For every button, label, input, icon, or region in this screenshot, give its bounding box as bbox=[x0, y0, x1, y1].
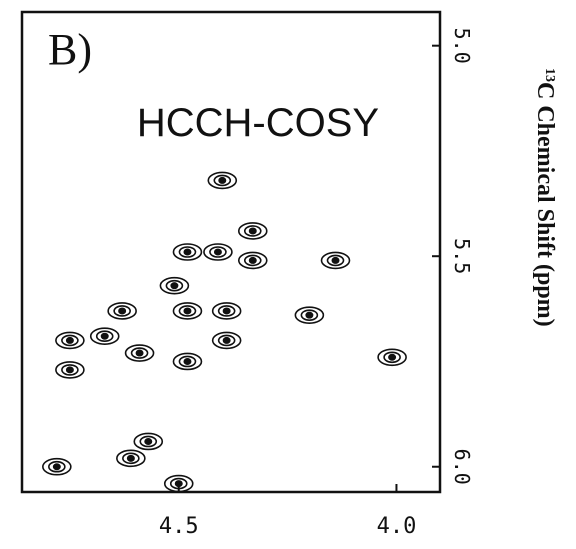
peak-contour bbox=[122, 452, 140, 465]
chart-title: HCCH-COSY bbox=[137, 101, 379, 145]
peak-contour bbox=[159, 276, 190, 295]
peak-core bbox=[183, 307, 192, 315]
peak-core bbox=[388, 353, 397, 361]
peak-core bbox=[65, 336, 74, 344]
peak-contour bbox=[211, 302, 242, 320]
peak-core bbox=[174, 480, 183, 488]
peak-contour bbox=[178, 246, 197, 258]
peak-contour bbox=[116, 449, 146, 468]
peak-contour bbox=[377, 348, 407, 367]
peak-core bbox=[118, 307, 127, 315]
peak-contour bbox=[203, 243, 233, 261]
peak-contour bbox=[213, 174, 232, 187]
peak-contour bbox=[178, 305, 197, 317]
peak-contour bbox=[107, 302, 137, 320]
peak-contour bbox=[383, 351, 401, 364]
peak-core bbox=[52, 463, 61, 471]
y-tick-label: 6.0 bbox=[450, 449, 474, 485]
peak-contour bbox=[113, 305, 131, 317]
peak-contour bbox=[217, 334, 236, 347]
peak-contour bbox=[243, 254, 262, 267]
peak-contour bbox=[243, 225, 262, 237]
peak-core bbox=[100, 332, 109, 340]
peak-contour bbox=[165, 279, 184, 292]
peak-core bbox=[331, 256, 340, 264]
peak-contour bbox=[124, 344, 155, 362]
x-tick-label: 4.0 bbox=[377, 514, 417, 539]
y-axis-title: 13C Chemical Shift (ppm) bbox=[532, 68, 558, 327]
peak-contour bbox=[55, 361, 85, 379]
peak-contour bbox=[95, 330, 114, 343]
peak-contour bbox=[172, 352, 203, 371]
peak-core bbox=[65, 366, 74, 374]
peak-contour bbox=[237, 222, 268, 240]
peak-contour bbox=[55, 331, 85, 350]
peak-core bbox=[213, 248, 222, 256]
y-tick-label: 5.5 bbox=[450, 238, 474, 274]
peak-contour bbox=[133, 432, 164, 451]
peak-core bbox=[305, 311, 314, 319]
peak-contour bbox=[211, 331, 242, 350]
peak-contour bbox=[42, 457, 72, 476]
peak-contour bbox=[172, 243, 203, 261]
peak-core bbox=[222, 336, 231, 344]
peak-contour bbox=[207, 171, 238, 190]
peak-contour bbox=[169, 477, 188, 490]
peak-core bbox=[144, 437, 153, 445]
peak-contour bbox=[139, 435, 158, 448]
peak-core bbox=[126, 454, 135, 462]
peak-contour bbox=[294, 306, 325, 324]
peak-contour bbox=[61, 364, 79, 376]
peak-core bbox=[248, 227, 257, 235]
peak-core bbox=[222, 307, 231, 315]
y-axis-title-text: C Chemical Shift (ppm) bbox=[532, 82, 558, 327]
peak-contour bbox=[130, 347, 149, 359]
peak-core bbox=[183, 248, 192, 256]
peak-contour bbox=[237, 251, 268, 270]
peak-contour bbox=[163, 474, 194, 493]
plot-frame bbox=[20, 10, 442, 494]
peak-contour bbox=[178, 355, 197, 368]
peak-contour bbox=[300, 309, 319, 321]
peak-core bbox=[135, 349, 144, 357]
peak-core bbox=[183, 357, 192, 365]
peak-contour bbox=[326, 254, 345, 267]
peak-contour bbox=[48, 460, 66, 473]
x-tick-label: 4.5 bbox=[159, 514, 199, 539]
peak-contour bbox=[217, 305, 236, 317]
peak-contour bbox=[172, 302, 203, 320]
y-axis-title-sup: 13 bbox=[542, 68, 557, 82]
peak-contour bbox=[89, 327, 120, 346]
peak-contour bbox=[209, 246, 227, 258]
peak-contour bbox=[320, 251, 351, 270]
peak-contour bbox=[61, 334, 79, 347]
panel-label: B) bbox=[48, 25, 92, 74]
peak-core bbox=[218, 176, 227, 184]
peak-core bbox=[170, 282, 179, 290]
y-tick-label: 5.0 bbox=[450, 28, 474, 64]
peak-core bbox=[248, 256, 257, 264]
